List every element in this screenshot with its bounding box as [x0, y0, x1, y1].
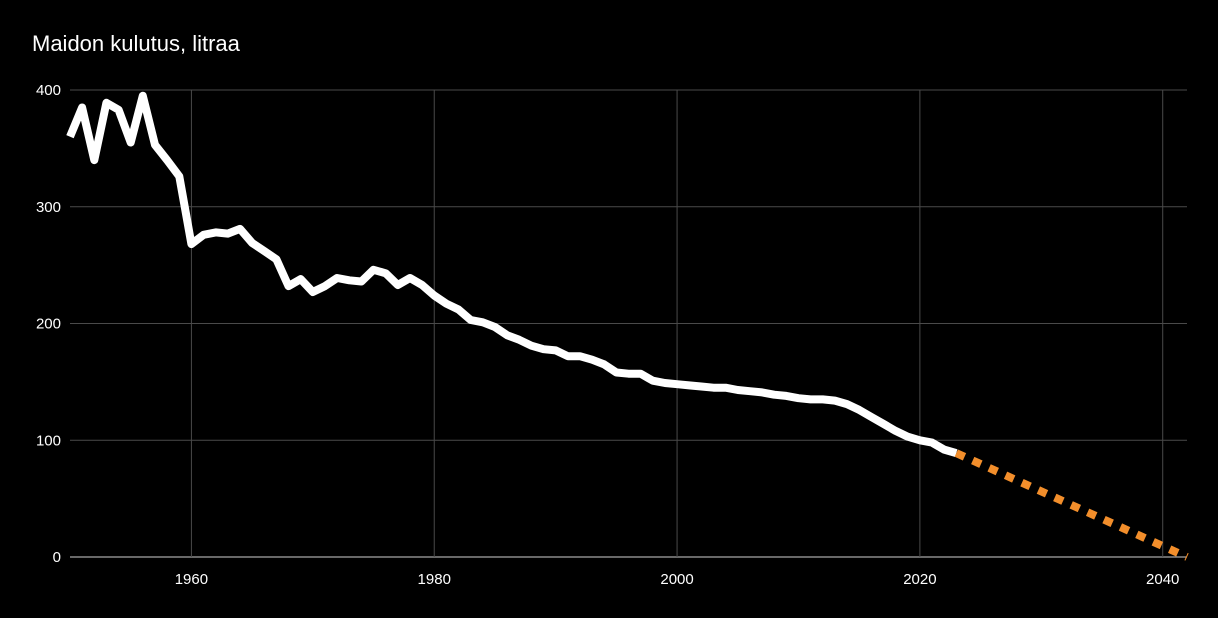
y-tick-label: 300	[36, 199, 61, 216]
consumption-line	[66, 91, 958, 457]
x-tick-label: 1960	[175, 571, 208, 588]
grid-layer	[70, 89, 1187, 558]
x-tick-label: 2000	[660, 571, 693, 588]
x-tick-label: 1980	[418, 571, 451, 588]
tick-labels: 0 100 200 300 400 1960 1980 2000 2020 2040	[36, 82, 1179, 588]
forecast-line	[954, 449, 1189, 561]
series-layer	[66, 91, 1189, 561]
y-tick-label: 200	[36, 316, 61, 333]
chart-title: Maidon kulutus, litraa	[32, 31, 240, 56]
x-tick-label: 2040	[1146, 571, 1179, 588]
y-tick-label: 0	[53, 549, 61, 566]
x-tick-label: 2020	[903, 571, 936, 588]
y-tick-label: 400	[36, 82, 61, 99]
y-tick-label: 100	[36, 432, 61, 449]
